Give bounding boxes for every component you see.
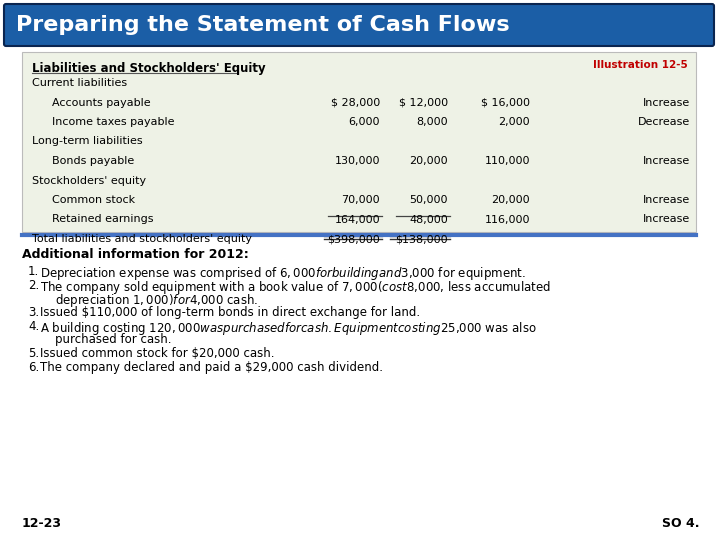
Text: A building costing $120,000 was purchased for cash. Equipment costing $25,000 wa: A building costing $120,000 was purchase…: [40, 320, 536, 337]
Text: purchased for cash.: purchased for cash.: [55, 333, 171, 346]
Text: 8,000: 8,000: [416, 117, 448, 127]
Text: 3.: 3.: [28, 306, 39, 319]
Text: Total liabilities and stockholders' equity: Total liabilities and stockholders' equi…: [32, 234, 252, 244]
Text: Accounts payable: Accounts payable: [52, 98, 150, 107]
Text: Increase: Increase: [643, 98, 690, 107]
Text: 50,000: 50,000: [410, 195, 448, 205]
Text: 20,000: 20,000: [410, 156, 448, 166]
Text: SO 4.: SO 4.: [662, 517, 700, 530]
Text: $ 16,000: $ 16,000: [481, 98, 530, 107]
Text: 70,000: 70,000: [341, 195, 380, 205]
Text: Additional information for 2012:: Additional information for 2012:: [22, 248, 248, 261]
Text: $398,000: $398,000: [328, 234, 380, 244]
Text: 5.: 5.: [28, 347, 39, 360]
Text: 2,000: 2,000: [498, 117, 530, 127]
Text: Illustration 12-5: Illustration 12-5: [593, 60, 688, 70]
Text: Liabilities and Stockholders' Equity: Liabilities and Stockholders' Equity: [32, 62, 266, 75]
Text: 130,000: 130,000: [335, 156, 380, 166]
Text: The company sold equipment with a book value of $7,000 (cost $8,000, less accumu: The company sold equipment with a book v…: [40, 279, 551, 296]
Text: 4.: 4.: [28, 320, 40, 333]
Text: 116,000: 116,000: [485, 214, 530, 225]
Text: 2.: 2.: [28, 279, 40, 292]
Text: $ 28,000: $ 28,000: [330, 98, 380, 107]
Text: 48,000: 48,000: [409, 214, 448, 225]
Text: 110,000: 110,000: [485, 156, 530, 166]
Text: 12-23: 12-23: [22, 517, 62, 530]
Text: Retained earnings: Retained earnings: [52, 214, 153, 225]
FancyBboxPatch shape: [4, 4, 714, 46]
Text: Depreciation expense was comprised of $6,000 for building and $3,000 for equipme: Depreciation expense was comprised of $6…: [40, 265, 526, 282]
Text: Issued common stock for $20,000 cash.: Issued common stock for $20,000 cash.: [40, 347, 274, 360]
Text: Increase: Increase: [643, 214, 690, 225]
Text: Increase: Increase: [643, 156, 690, 166]
Text: Increase: Increase: [643, 195, 690, 205]
Text: 20,000: 20,000: [491, 195, 530, 205]
Text: Income taxes payable: Income taxes payable: [52, 117, 174, 127]
Text: 6,000: 6,000: [348, 117, 380, 127]
Text: 1.: 1.: [28, 265, 40, 278]
Text: Preparing the Statement of Cash Flows: Preparing the Statement of Cash Flows: [16, 15, 510, 35]
Text: Bonds payable: Bonds payable: [52, 156, 134, 166]
Text: $ 12,000: $ 12,000: [399, 98, 448, 107]
Text: depreciation $1,000) for $4,000 cash.: depreciation $1,000) for $4,000 cash.: [55, 292, 258, 309]
Text: Decrease: Decrease: [638, 117, 690, 127]
Text: Stockholders' equity: Stockholders' equity: [32, 176, 146, 186]
Text: The company declared and paid a $29,000 cash dividend.: The company declared and paid a $29,000 …: [40, 361, 383, 374]
Text: 164,000: 164,000: [334, 214, 380, 225]
Text: Common stock: Common stock: [52, 195, 135, 205]
Text: 6.: 6.: [28, 361, 40, 374]
Text: Issued $110,000 of long-term bonds in direct exchange for land.: Issued $110,000 of long-term bonds in di…: [40, 306, 420, 319]
Text: Long-term liabilities: Long-term liabilities: [32, 137, 143, 146]
Text: $138,000: $138,000: [395, 234, 448, 244]
FancyBboxPatch shape: [22, 52, 696, 232]
Text: Current liabilities: Current liabilities: [32, 78, 127, 88]
